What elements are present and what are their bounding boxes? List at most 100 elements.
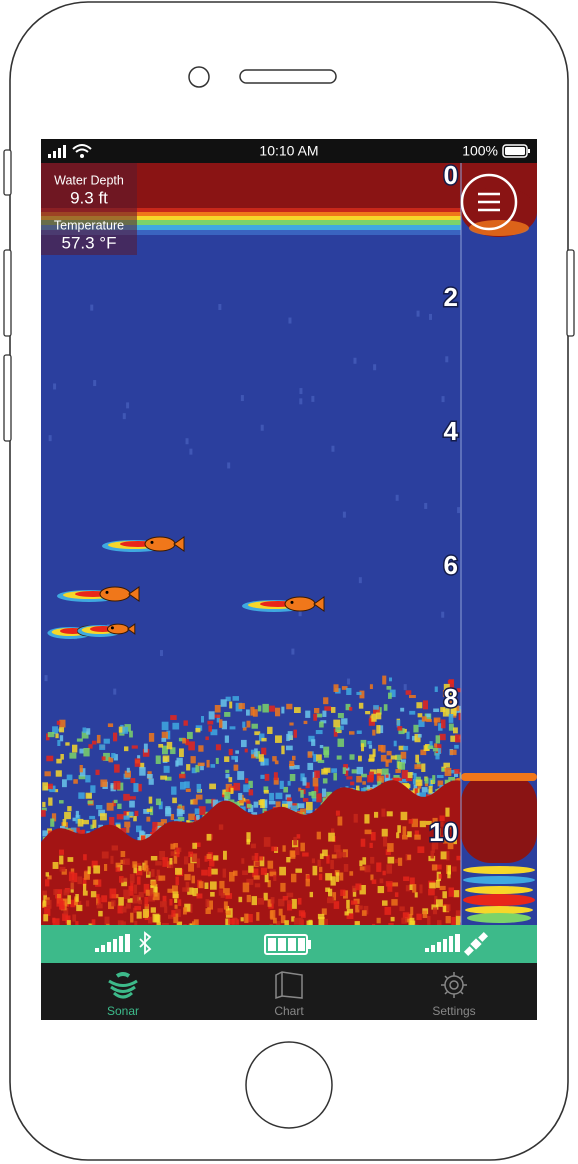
- sonar-return: [428, 889, 435, 896]
- sonar-return: [351, 769, 358, 774]
- sonar-return: [405, 917, 410, 923]
- sonar-return: [223, 850, 227, 860]
- sonar-return: [448, 723, 454, 731]
- sonar-return: [438, 723, 443, 731]
- sonar-return: [224, 756, 230, 762]
- sonar-return: [170, 843, 176, 850]
- sonar-return: [200, 763, 204, 771]
- sonar-return: [383, 704, 388, 711]
- sonar-noise: [424, 502, 428, 509]
- sonar-return: [289, 774, 296, 782]
- readout-panel: [41, 163, 137, 255]
- sonar-return: [381, 808, 386, 817]
- sonar-return: [259, 733, 265, 742]
- sonar-return: [351, 900, 358, 905]
- sonar-return: [128, 811, 134, 816]
- sonar-return: [198, 806, 206, 816]
- sonar-return: [246, 894, 251, 903]
- sonar-return: [372, 784, 378, 791]
- sonar-return: [170, 814, 175, 821]
- sonar-return: [95, 769, 100, 776]
- sonar-return: [93, 865, 101, 874]
- sonar-return: [422, 910, 428, 919]
- sonar-return: [251, 723, 258, 729]
- sonar-return: [263, 892, 268, 901]
- sonar-return: [359, 866, 367, 871]
- sonar-return: [354, 921, 360, 925]
- sonar-return: [117, 803, 122, 810]
- sonar-return: [92, 740, 97, 745]
- sonar-return: [453, 727, 458, 734]
- tab-chart-icon[interactable]: [275, 971, 303, 1000]
- sonar-return: [172, 797, 177, 804]
- sonar-return: [442, 905, 447, 913]
- sonar-return: [160, 775, 168, 780]
- sonar-return: [219, 880, 225, 889]
- sonar-return: [319, 853, 324, 859]
- sonar-return: [402, 912, 410, 919]
- sonar-return: [291, 898, 297, 909]
- sonar-return: [324, 750, 329, 758]
- depth-value: 9.3 ft: [70, 188, 108, 207]
- sonar-return: [83, 748, 90, 757]
- sonar-return: [152, 913, 160, 923]
- sonar-return: [259, 856, 265, 867]
- home-button[interactable]: [245, 1041, 333, 1129]
- sonar-return: [221, 720, 228, 730]
- sonar-return: [173, 913, 179, 924]
- sonar-return: [113, 754, 118, 761]
- sonar-noise: [159, 650, 163, 657]
- sonar-return: [279, 780, 284, 789]
- sonar-return: [44, 771, 51, 777]
- sonar-return: [264, 873, 269, 883]
- sonar-return: [204, 855, 208, 862]
- sonar-return: [143, 865, 149, 872]
- sonar-return: [83, 854, 87, 861]
- sonar-return: [56, 720, 61, 725]
- sonar-return: [235, 750, 239, 754]
- sonar-return: [172, 891, 179, 899]
- sonar-return: [361, 787, 366, 795]
- sonar-return: [271, 846, 278, 852]
- sonar-return: [237, 771, 245, 780]
- sonar-return: [361, 910, 367, 916]
- sonar-return: [414, 834, 421, 840]
- sonar-return: [391, 899, 398, 906]
- sonar-return: [319, 745, 324, 749]
- sonar-return: [209, 856, 215, 867]
- sonar-return: [314, 783, 319, 793]
- sonar-return: [450, 836, 457, 843]
- sonar-return: [294, 765, 300, 770]
- side-button: [566, 249, 575, 337]
- sonar-return: [294, 707, 301, 714]
- tab-label[interactable]: Chart: [274, 1004, 304, 1018]
- sonar-column: [461, 163, 537, 923]
- sonar-return: [406, 731, 410, 740]
- sonar-return: [108, 901, 114, 910]
- sonar-return: [205, 736, 209, 741]
- sonar-return: [358, 905, 363, 910]
- tab-settings-icon[interactable]: [441, 972, 467, 998]
- sonar-return: [135, 868, 143, 876]
- sonar-return: [85, 900, 90, 907]
- tab-label[interactable]: Sonar: [107, 1004, 139, 1018]
- sonar-return: [123, 815, 130, 820]
- sonar-return: [64, 811, 71, 820]
- sonar-return: [387, 856, 395, 864]
- menu-button[interactable]: [460, 173, 518, 231]
- sonar-return: [248, 789, 254, 796]
- side-button: [3, 354, 12, 442]
- sonar-return: [228, 748, 233, 756]
- sonar-return: [287, 780, 291, 786]
- sonar-return: [59, 849, 65, 855]
- sonar-return: [287, 901, 293, 911]
- sonar-return: [208, 711, 215, 720]
- sonar-return: [45, 879, 50, 887]
- sonar-return: [262, 703, 269, 713]
- sonar-noise: [189, 448, 193, 455]
- tab-label[interactable]: Settings: [432, 1004, 475, 1018]
- tab-sonar-icon[interactable]: [108, 972, 138, 999]
- sonar-return: [129, 800, 135, 808]
- sonar-return: [159, 901, 167, 908]
- sonar-return: [385, 849, 391, 856]
